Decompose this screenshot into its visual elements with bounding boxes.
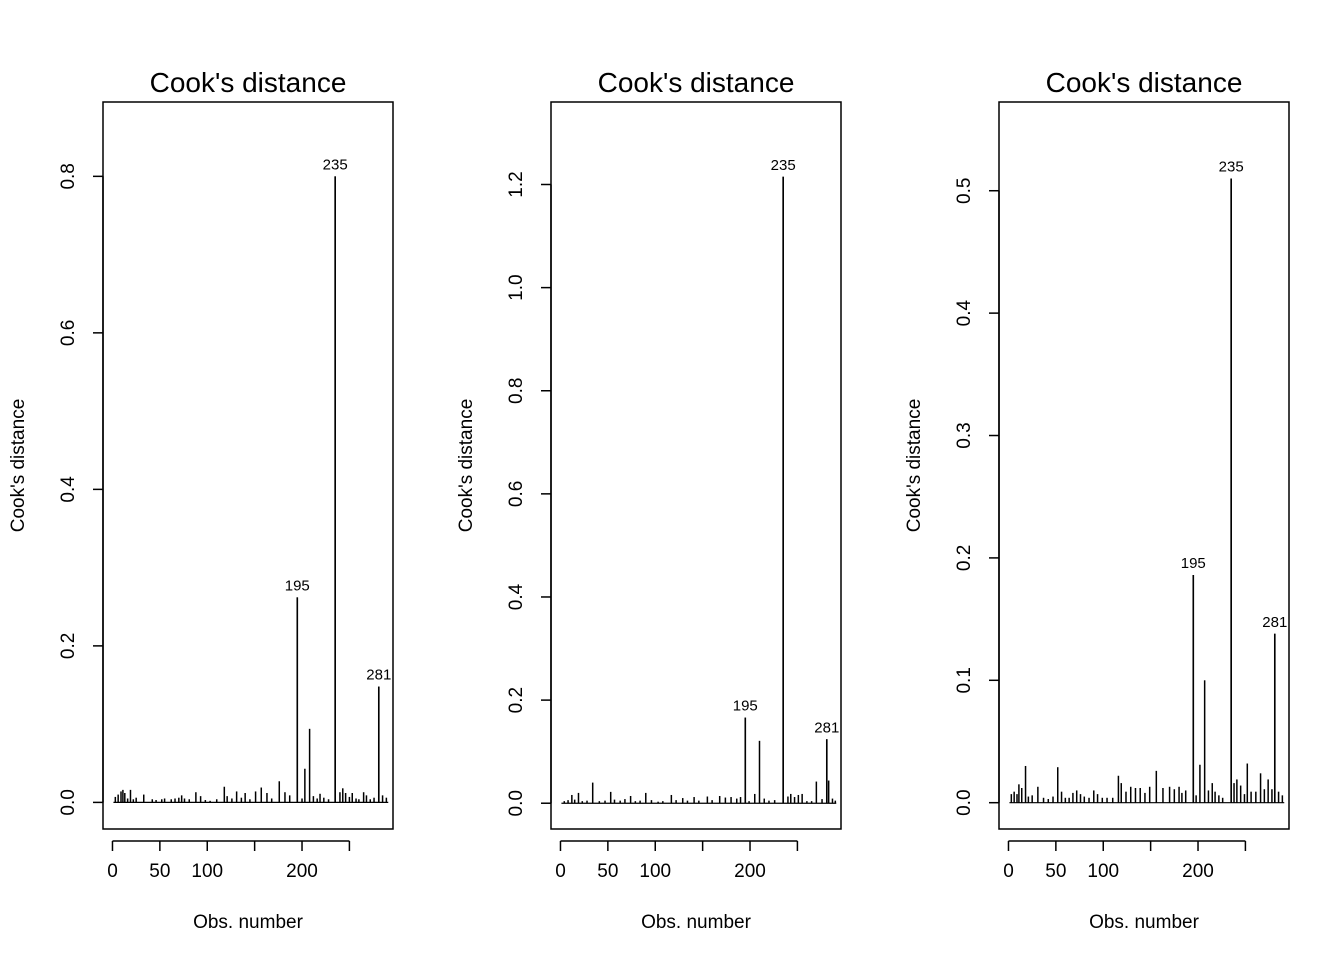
chart-title: Cook's distance — [598, 67, 795, 98]
y-tick-label: 0.6 — [58, 320, 79, 346]
x-tick-label: 50 — [1045, 861, 1066, 882]
y-tick-label: 0.0 — [506, 790, 527, 816]
x-tick-label: 200 — [1182, 861, 1214, 882]
chart-title: Cook's distance — [150, 67, 347, 98]
y-tick-label: 0.2 — [954, 545, 975, 571]
point-label-195: 195 — [733, 698, 758, 715]
y-tick-label: 0.3 — [954, 422, 975, 448]
y-tick-label: 0.4 — [58, 476, 79, 503]
x-tick-label: 200 — [734, 861, 766, 882]
point-label-195: 195 — [285, 577, 310, 594]
y-tick-label: 1.2 — [506, 171, 527, 197]
x-tick-label: 100 — [191, 861, 223, 882]
y-axis: 0.0 0.2 0.4 0.6 0.8 1.0 1.2 — [506, 171, 552, 816]
point-label-281: 281 — [1262, 614, 1287, 631]
x-tick-label: 0 — [1003, 861, 1014, 882]
point-label-235: 235 — [1219, 158, 1244, 175]
x-axis: 0 50 100 200 — [107, 840, 351, 882]
x-tick-label: 0 — [107, 861, 118, 882]
y-tick-label: 1.0 — [506, 274, 527, 300]
y-axis-label: Cook's distance — [904, 399, 925, 533]
chart-title: Cook's distance — [1046, 67, 1243, 98]
y-axis: 0.0 0.2 0.4 0.6 0.8 — [58, 163, 104, 816]
x-tick-label: 100 — [1087, 861, 1119, 882]
y-tick-label: 0.4 — [954, 299, 975, 326]
y-tick-label: 0.1 — [954, 667, 975, 693]
y-tick-label: 0.2 — [506, 687, 527, 713]
panel-1: Cook's distance Obs. number Cook's distanc… — [8, 67, 394, 933]
x-tick-label: 0 — [555, 861, 566, 882]
plot-frame — [550, 101, 842, 830]
x-tick-label: 50 — [597, 861, 618, 882]
y-axis-label: Cook's distance — [8, 399, 29, 533]
plot-frame — [998, 101, 1290, 830]
y-tick-label: 0.0 — [58, 789, 79, 815]
x-axis: 0 50 100 200 — [555, 840, 799, 882]
point-label-235: 235 — [771, 157, 796, 174]
point-label-235: 235 — [323, 156, 348, 173]
x-tick-label: 50 — [149, 861, 170, 882]
spikes: 195 235 281 — [1009, 158, 1287, 804]
spikes: 195 235 281 — [561, 157, 839, 804]
point-label-195: 195 — [1181, 555, 1206, 572]
panel-2: Cook's distance Obs. number Cook's distanc… — [456, 67, 842, 933]
y-tick-label: 0.2 — [58, 633, 79, 659]
point-label-281: 281 — [814, 719, 839, 736]
y-tick-label: 0.8 — [58, 163, 79, 189]
y-axis-label: Cook's distance — [456, 399, 477, 533]
panel-3: Cook's distance Obs. number Cook's distanc… — [904, 67, 1290, 933]
point-label-281: 281 — [366, 667, 391, 684]
y-tick-label: 0.0 — [954, 789, 975, 815]
y-tick-label: 0.6 — [506, 481, 527, 507]
spikes: 195 235 281 — [113, 156, 391, 803]
y-tick-label: 0.4 — [506, 583, 527, 610]
plot-frame — [102, 101, 394, 830]
x-tick-label: 200 — [286, 861, 318, 882]
x-axis-label: Obs. number — [641, 912, 751, 933]
x-axis-label: Obs. number — [1089, 912, 1199, 933]
y-tick-label: 0.8 — [506, 378, 527, 404]
y-tick-label: 0.5 — [954, 178, 975, 204]
y-axis: 0.0 0.1 0.2 0.3 0.4 0.5 — [954, 178, 1000, 816]
x-tick-label: 100 — [639, 861, 671, 882]
x-axis-label: Obs. number — [193, 912, 303, 933]
x-axis: 0 50 100 200 — [1003, 840, 1247, 882]
